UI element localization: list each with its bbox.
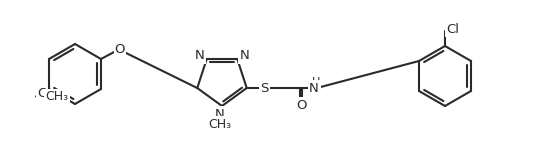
Text: CH₃: CH₃ [208, 118, 232, 131]
Text: N: N [195, 49, 204, 62]
Text: O: O [115, 42, 125, 56]
Text: N: N [215, 107, 225, 120]
Text: O: O [296, 99, 307, 112]
Text: CH₃: CH₃ [45, 90, 69, 103]
Text: H: H [312, 77, 320, 87]
Text: S: S [261, 82, 269, 95]
Text: Cl: Cl [446, 22, 459, 36]
Text: O: O [37, 87, 47, 100]
Text: N: N [240, 49, 249, 62]
Text: N: N [309, 82, 319, 95]
